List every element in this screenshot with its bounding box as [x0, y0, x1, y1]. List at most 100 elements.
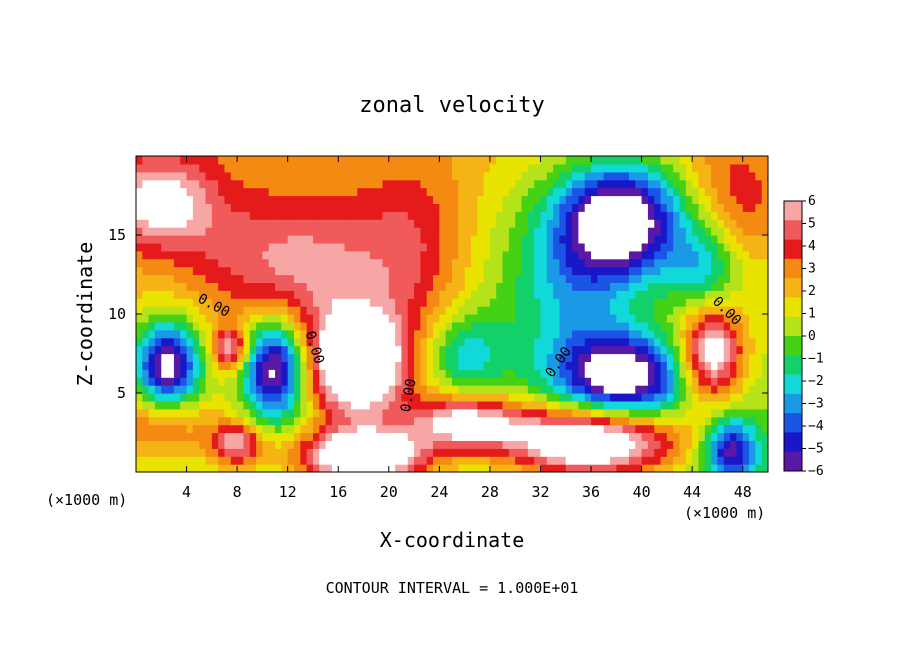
field-cell [736, 377, 744, 386]
field-cell [426, 385, 434, 394]
field-cell [192, 219, 200, 228]
field-cell [268, 211, 276, 220]
field-cell [470, 306, 478, 315]
field-cell [287, 203, 295, 212]
field-cell [673, 211, 681, 220]
field-cell [300, 187, 308, 197]
field-cell [249, 416, 257, 426]
field-cell [180, 171, 188, 181]
field-cell [154, 219, 162, 228]
field-cell [154, 369, 162, 378]
field-cell [692, 432, 700, 441]
field-cell [496, 432, 504, 441]
field-cell [572, 187, 579, 197]
field-cell [673, 432, 681, 441]
field-cell [218, 227, 226, 236]
field-cell [755, 377, 763, 386]
field-cell [647, 195, 655, 204]
field-cell [508, 393, 516, 402]
field-cell [584, 416, 592, 426]
field-cell [527, 314, 535, 323]
field-cell [540, 464, 548, 472]
field-cell [420, 298, 428, 307]
field-cell [635, 203, 643, 212]
field-cell [717, 464, 725, 472]
field-cell [142, 321, 150, 331]
field-cell [546, 314, 554, 323]
field-cell [489, 456, 497, 465]
field-cell [717, 306, 725, 315]
field-cell [647, 321, 655, 331]
field-cell [546, 219, 554, 228]
field-cell [692, 163, 700, 173]
field-cell [395, 298, 403, 307]
field-cell [224, 179, 232, 189]
field-cell [161, 369, 169, 378]
field-cell [230, 227, 238, 236]
field-cell [154, 361, 162, 370]
field-cell [300, 400, 308, 410]
field-cell [218, 235, 226, 244]
field-cell [426, 258, 434, 268]
field-cell [489, 282, 497, 291]
field-cell [603, 408, 611, 418]
field-cell [685, 377, 693, 386]
field-cell [256, 424, 263, 434]
field-cell [597, 448, 605, 457]
field-cell [761, 274, 768, 283]
field-cell [192, 227, 200, 236]
field-cell [136, 424, 143, 434]
field-cell [237, 274, 245, 283]
field-cell [508, 337, 516, 347]
field-cell [154, 171, 162, 181]
field-cell [395, 408, 403, 418]
field-cell [723, 432, 731, 441]
field-cell [357, 385, 365, 394]
field-cell [256, 187, 263, 197]
field-cell [331, 258, 339, 268]
field-cell [546, 393, 554, 402]
field-cell [647, 266, 655, 276]
field-cell [521, 250, 529, 260]
field-cell [603, 432, 611, 441]
field-cell [464, 337, 472, 347]
field-cell [268, 345, 276, 355]
field-cell [369, 440, 377, 449]
field-cell [515, 235, 523, 244]
field-cell [749, 211, 756, 220]
field-cell [641, 258, 649, 268]
field-cell [180, 290, 188, 299]
field-cell [641, 456, 649, 465]
field-cell [256, 456, 263, 465]
field-cell [249, 179, 257, 189]
field-cell [742, 171, 750, 181]
field-cell [679, 187, 687, 197]
field-cell [281, 179, 289, 189]
field-cell [565, 377, 573, 386]
field-cell [426, 266, 434, 276]
field-cell [306, 400, 314, 410]
field-cell [300, 163, 308, 173]
field-cell [331, 416, 339, 426]
field-cell [647, 235, 655, 244]
field-cell [230, 282, 238, 291]
field-cell [180, 195, 188, 204]
field-cell [685, 235, 693, 244]
field-cell [521, 337, 529, 347]
field-cell [597, 424, 605, 434]
field-cell [578, 219, 586, 228]
field-cell [249, 314, 257, 323]
field-cell [698, 274, 706, 283]
field-cell [749, 258, 756, 268]
field-cell [401, 400, 409, 410]
field-cell [470, 250, 478, 260]
field-cell [458, 227, 466, 236]
field-cell [180, 258, 188, 268]
field-cell [338, 290, 346, 299]
field-cell [717, 298, 725, 307]
field-cell [287, 314, 295, 323]
field-cell [464, 424, 472, 434]
field-cell [723, 171, 731, 181]
field-cell [515, 274, 523, 283]
field-cell [654, 187, 662, 197]
